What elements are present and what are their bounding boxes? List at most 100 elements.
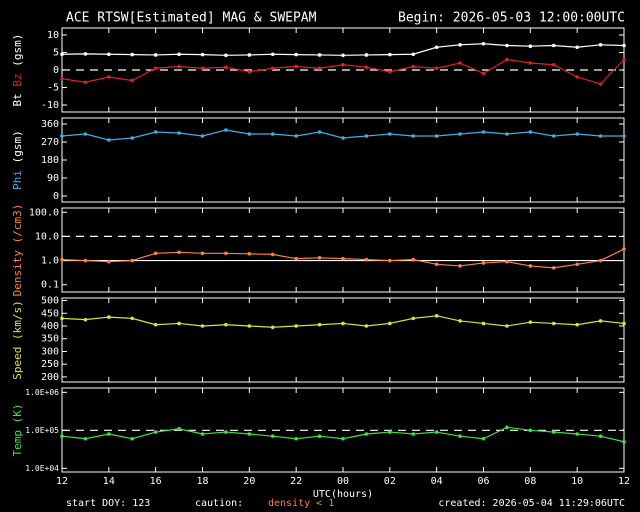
data-point: [341, 62, 345, 67]
data-point: [200, 432, 205, 436]
x-tick-label: 12: [618, 476, 630, 487]
data-point: [411, 134, 416, 138]
data-point: [294, 324, 298, 328]
y-tick-label: 90: [47, 173, 59, 184]
data-point: [130, 52, 135, 57]
data-point: [83, 258, 88, 263]
legend-entry: Bt: [11, 93, 24, 106]
data-point: [364, 134, 369, 138]
spacer: [11, 340, 24, 347]
data-point: [107, 138, 111, 142]
data-point: [224, 65, 228, 69]
legend-entry: Phi: [11, 170, 24, 190]
x-tick-label: 06: [477, 476, 489, 487]
data-point: [364, 53, 369, 57]
data-point: [270, 52, 275, 57]
data-point: [60, 134, 64, 138]
data-point: [598, 258, 603, 263]
data-point: [247, 432, 252, 436]
data-point: [551, 134, 556, 138]
data-point: [270, 252, 275, 257]
data-point: [200, 66, 205, 71]
y-tick-label: -10: [41, 100, 59, 111]
data-point: [107, 315, 111, 319]
y-axis-unit: (gsm): [11, 130, 24, 163]
data-point: [364, 324, 369, 328]
data-point: [458, 264, 462, 268]
data-point: [83, 317, 88, 322]
data-point: [177, 64, 181, 69]
x-tick-label: 10: [571, 476, 583, 487]
data-point: [83, 436, 88, 441]
legend-entry: Bz: [11, 73, 24, 86]
data-point: [481, 41, 486, 46]
data-point: [598, 319, 603, 323]
data-point: [200, 134, 205, 138]
data-point: [551, 430, 556, 434]
data-point: [364, 65, 369, 69]
data-point: [575, 45, 579, 50]
created: created: 2026-05-04 11:29:06UTC: [438, 498, 625, 509]
data-point: [60, 257, 64, 262]
data-point: [270, 66, 275, 71]
data-point: [551, 43, 556, 48]
legend-entry: Speed: [11, 347, 24, 380]
data-point: [622, 439, 626, 444]
data-point: [177, 321, 181, 326]
data-point: [341, 436, 345, 441]
data-point: [60, 316, 64, 321]
data-point: [598, 134, 603, 138]
data-point: [247, 132, 252, 136]
data-point: [177, 52, 181, 57]
data-point: [505, 425, 509, 430]
data-point: [294, 52, 298, 57]
data-point: [177, 131, 181, 135]
y-tick-label: 1.0: [41, 256, 59, 267]
data-point: [294, 64, 298, 69]
data-point: [575, 322, 579, 327]
data-point: [153, 66, 158, 71]
data-point: [224, 128, 228, 132]
x-tick-label: 22: [290, 476, 302, 487]
data-point: [622, 43, 626, 48]
data-point: [388, 321, 392, 326]
x-axis-label: UTC(hours): [313, 489, 373, 500]
data-point: [622, 134, 626, 138]
data-point: [364, 432, 369, 436]
x-tick-label: 12: [56, 476, 68, 487]
data-point: [130, 78, 135, 83]
data-point: [481, 130, 486, 134]
data-point: [598, 434, 603, 439]
data-point: [83, 52, 88, 56]
data-point: [528, 61, 533, 65]
data-point: [551, 321, 556, 326]
data-point: [388, 69, 392, 74]
data-point: [458, 132, 462, 136]
data-point: [505, 324, 509, 328]
data-point: [317, 434, 322, 439]
data-point: [551, 266, 556, 270]
data-point: [411, 432, 416, 436]
data-point: [153, 130, 158, 134]
data-point: [388, 132, 392, 136]
data-point: [575, 132, 579, 136]
begin: Begin: 2026-05-03 12:00:00UTC: [398, 11, 625, 26]
data-point: [153, 430, 158, 434]
data-point: [575, 432, 579, 436]
y-axis-label: Temp (K): [11, 404, 24, 457]
data-point: [270, 325, 275, 330]
spacer: [11, 87, 24, 94]
data-point: [528, 428, 533, 433]
data-point: [247, 53, 252, 57]
data-point: [200, 251, 205, 256]
caution: caution:: [195, 498, 243, 509]
data-point: [317, 66, 322, 71]
data-point: [481, 261, 486, 265]
data-point: [247, 252, 252, 256]
y-tick-label: 10: [47, 30, 59, 41]
x-tick-label: 08: [524, 476, 536, 487]
y-axis-label: Speed (km/s): [11, 300, 24, 380]
data-point: [434, 134, 439, 138]
